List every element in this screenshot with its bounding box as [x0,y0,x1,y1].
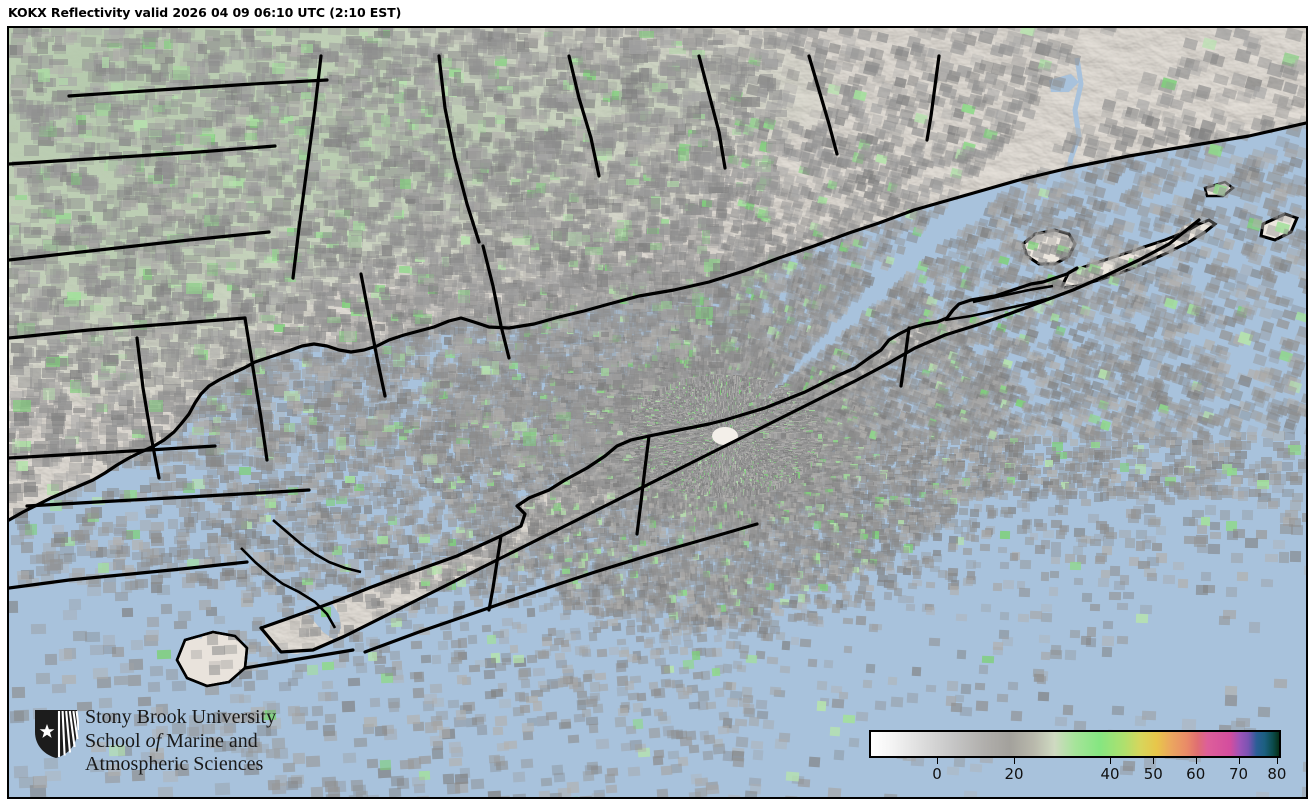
page-title: KOKX Reflectivity valid 2026 04 09 06:10… [8,4,1308,24]
map-canvas[interactable] [9,28,1306,797]
map-frame[interactable] [7,26,1308,799]
